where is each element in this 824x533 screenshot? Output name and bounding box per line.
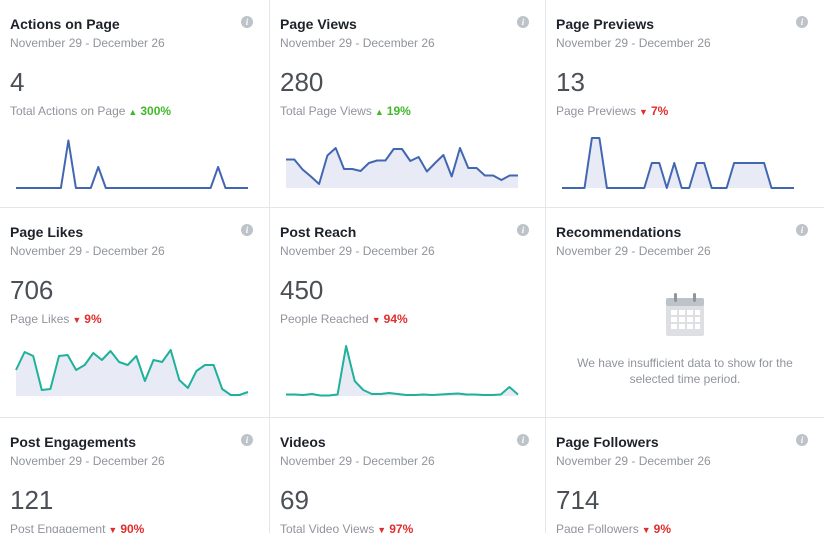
metric-label: People Reached [280, 312, 369, 326]
triangle-down-icon: ▼ [377, 525, 387, 533]
change-percent: 9% [653, 522, 671, 533]
card-title: Post Reach [280, 224, 357, 240]
sparkline-line [16, 139, 248, 189]
sparkline-chart [15, 349, 249, 396]
sparkline-area [286, 346, 518, 396]
empty-message: We have insufficient data to show for th… [577, 356, 793, 386]
metric-label: Total Actions on Page [10, 104, 126, 118]
date-range: November 29 - December 26 [556, 244, 711, 258]
card-title: Post Engagements [10, 434, 137, 450]
card-title: Actions on Page [10, 16, 120, 32]
date-range: November 29 - December 26 [280, 454, 435, 468]
card-recommendations[interactable]: Recommendations November 29 - December 2… [546, 208, 824, 418]
change-percent: 9% [84, 312, 102, 326]
info-icon[interactable]: i [241, 434, 253, 446]
metric-value: 69 [280, 485, 309, 515]
card-videos[interactable]: Videos November 29 - December 26 i 69 To… [270, 418, 546, 533]
card-title: Page Previews [556, 16, 655, 32]
metric-subtitle: Total Page Views ▲ 19% [280, 104, 411, 118]
sparkline-chart [286, 147, 518, 188]
metric-label: Page Likes [10, 312, 70, 326]
date-range: November 29 - December 26 [556, 36, 711, 50]
info-icon[interactable]: i [796, 434, 808, 446]
card-page-previews[interactable]: Page Previews November 29 - December 26 … [546, 0, 824, 208]
sparkline-line [286, 345, 519, 397]
card-actions-on-page[interactable]: Actions on Page November 29 - December 2… [0, 0, 270, 208]
info-icon[interactable]: i [241, 16, 253, 28]
metric-subtitle: Page Previews ▼ 7% [556, 104, 668, 118]
sparkline-chart [16, 139, 248, 189]
date-range: November 29 - December 26 [280, 244, 435, 258]
metric-subtitle: Total Actions on Page ▲ 300% [10, 104, 171, 118]
metric-subtitle: Page Likes ▼ 9% [10, 312, 102, 326]
sparkline-chart [286, 345, 519, 397]
card-title: Page Likes [10, 224, 84, 240]
info-icon[interactable]: i [241, 224, 253, 236]
sparkline-area [286, 148, 518, 188]
metric-subtitle: People Reached ▼ 94% [280, 312, 408, 326]
card-title: Videos [280, 434, 326, 450]
date-range: November 29 - December 26 [280, 36, 435, 50]
metric-value: 714 [556, 485, 600, 515]
metric-value: 280 [280, 67, 324, 97]
triangle-up-icon: ▲ [128, 107, 138, 117]
info-icon[interactable]: i [517, 434, 529, 446]
card-post-engagements[interactable]: Post Engagements November 29 - December … [0, 418, 270, 533]
info-icon[interactable]: i [796, 224, 808, 236]
metric-subtitle: Post Engagement ▼ 90% [10, 522, 144, 533]
card-title: Recommendations [556, 224, 682, 240]
info-icon[interactable]: i [517, 16, 529, 28]
change-percent: 97% [389, 522, 414, 533]
card-title: Page Views [280, 16, 357, 32]
date-range: November 29 - December 26 [10, 454, 165, 468]
date-range: November 29 - December 26 [10, 36, 165, 50]
metric-value: 13 [556, 67, 585, 97]
triangle-up-icon: ▲ [374, 107, 384, 117]
change-percent: 94% [383, 312, 408, 326]
metric-subtitle: Page Followers ▼ 9% [556, 522, 671, 533]
card-title: Page Followers [556, 434, 659, 450]
triangle-down-icon: ▼ [108, 525, 118, 533]
triangle-down-icon: ▼ [371, 315, 381, 325]
metric-subtitle: Total Video Views ▼ 97% [280, 522, 413, 533]
change-percent: 300% [140, 104, 172, 118]
sparkline-chart [562, 137, 794, 189]
change-percent: 19% [386, 104, 411, 118]
date-range: November 29 - December 26 [556, 454, 711, 468]
change-percent: 7% [650, 104, 669, 118]
metric-label: Page Followers [556, 522, 639, 533]
metric-value: 121 [10, 485, 54, 515]
triangle-down-icon: ▼ [639, 107, 648, 117]
metric-label: Total Video Views [280, 522, 375, 533]
sparkline-line [286, 147, 518, 185]
info-icon[interactable]: i [796, 16, 808, 28]
metric-label: Total Page Views [280, 104, 372, 118]
sparkline-line [562, 137, 794, 189]
metric-value: 4 [10, 67, 25, 97]
info-icon[interactable]: i [517, 224, 529, 236]
card-page-likes[interactable]: Page Likes November 29 - December 26 i 7… [0, 208, 270, 418]
metric-label: Post Engagement [10, 522, 106, 533]
metric-label: Page Previews [556, 104, 637, 118]
card-post-reach[interactable]: Post Reach November 29 - December 26 i 4… [270, 208, 546, 418]
sparkline-line [15, 349, 249, 396]
metric-value: 450 [280, 275, 324, 305]
calendar-icon [666, 293, 704, 336]
date-range: November 29 - December 26 [10, 244, 165, 258]
card-page-views[interactable]: Page Views November 29 - December 26 i 2… [270, 0, 546, 208]
metric-value: 706 [10, 275, 54, 305]
triangle-down-icon: ▼ [641, 525, 651, 533]
card-page-followers[interactable]: Page Followers November 29 - December 26… [546, 418, 824, 533]
triangle-down-icon: ▼ [72, 315, 82, 325]
empty-state: We have insufficient data to show for th… [546, 292, 824, 387]
change-percent: 90% [120, 522, 145, 533]
sparkline-area [562, 138, 794, 188]
